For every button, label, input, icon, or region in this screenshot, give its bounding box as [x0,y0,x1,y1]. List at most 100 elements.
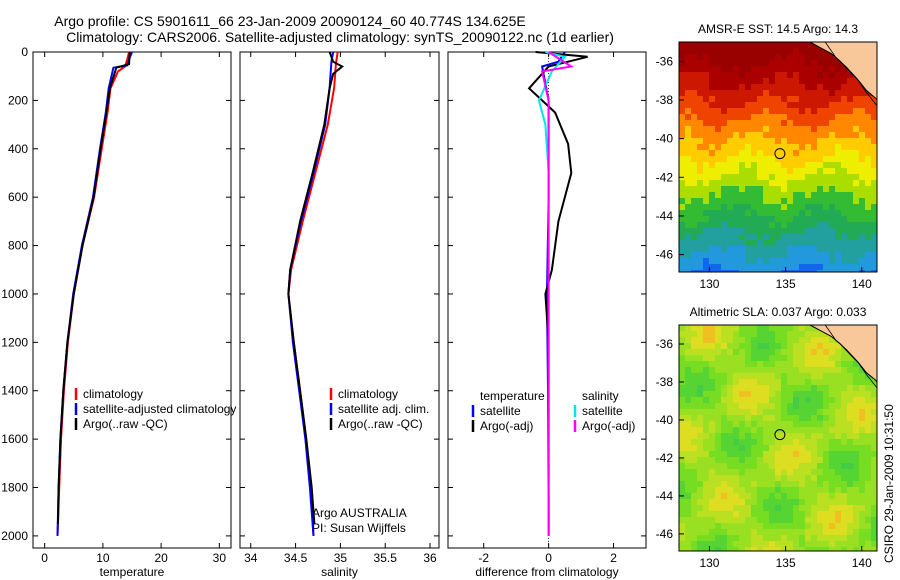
map-cell [853,96,859,102]
map-cell [847,397,853,403]
map-cell [751,499,757,505]
map-cell [835,144,841,150]
map-cell [685,457,691,463]
map-cell [871,96,877,102]
map-cell [685,150,691,156]
map-cell [841,102,847,108]
map-cell [835,102,841,108]
map-cell [859,138,865,144]
map-cell [823,168,829,174]
map-cell [727,60,733,66]
map-cell [715,264,721,270]
map-cell [763,343,769,349]
map-cell [799,457,805,463]
map-cell [799,264,805,270]
map-cell [691,246,697,252]
y-tick-label: 1600 [1,432,28,446]
map-cell [751,222,757,228]
map-cell [865,493,871,499]
map-cell [679,180,685,186]
map-cell [709,385,715,391]
map-cell [709,60,715,66]
map-cell [757,174,763,180]
map-cell [811,144,817,150]
map-cell [685,252,691,258]
title-line-2: Climatology: CARS2006. Satellite-adjuste… [66,29,614,45]
map-cell [781,325,787,331]
map-cell [703,54,709,60]
map-cell [835,120,841,126]
map-cell [679,102,685,108]
map-cell [847,361,853,367]
map-cell [769,120,775,126]
map-cell [769,409,775,415]
map-cell [871,439,877,445]
map-cell [697,361,703,367]
map-cell [787,427,793,433]
map-cell [739,174,745,180]
map-cell [685,445,691,451]
map-cell [841,120,847,126]
map-cell [709,246,715,252]
map-cell [811,162,817,168]
map-cell [721,222,727,228]
map-cell [769,150,775,156]
map-cell [757,132,763,138]
map-cell [763,192,769,198]
map-cell [793,192,799,198]
map-cell [787,180,793,186]
map-cell [679,433,685,439]
map-cell [805,180,811,186]
map-cell [739,180,745,186]
map-cell [733,367,739,373]
map-cell [841,415,847,421]
map-cell [859,535,865,541]
map-cell [727,54,733,60]
map-cell [835,162,841,168]
map-cell [817,457,823,463]
map-cell [805,457,811,463]
map-cell [793,138,799,144]
map-cell [811,499,817,505]
map-cell [685,210,691,216]
map-cell [805,162,811,168]
map-cell [871,463,877,469]
map-cell [727,367,733,373]
map-cell [847,192,853,198]
map-cell [739,96,745,102]
map-cell [835,246,841,252]
map-cell [733,240,739,246]
map-cell [799,487,805,493]
map-cell [715,156,721,162]
map-cell [805,451,811,457]
map-cell [715,204,721,210]
map-cell [847,90,853,96]
map-cell [733,481,739,487]
map-cell [811,72,817,78]
map-cell [757,198,763,204]
map-cell [679,541,685,547]
map-cell [793,469,799,475]
map-cell [829,517,835,523]
map-cell [799,535,805,541]
map-cell [709,535,715,541]
map-cell [835,222,841,228]
map-cell [853,126,859,132]
map-cell [763,493,769,499]
map-cell [727,427,733,433]
map-cell [829,433,835,439]
map-cell [835,493,841,499]
map-cell [757,505,763,511]
map-cell [799,397,805,403]
map-cell [757,156,763,162]
map-cell [715,325,721,331]
map-cell [841,451,847,457]
map-cell [715,150,721,156]
map-cell [847,379,853,385]
map-cell [775,54,781,60]
map-cell [835,505,841,511]
map-cell [829,78,835,84]
map-cell [871,451,877,457]
map-cell [763,42,769,48]
map-cell [781,331,787,337]
